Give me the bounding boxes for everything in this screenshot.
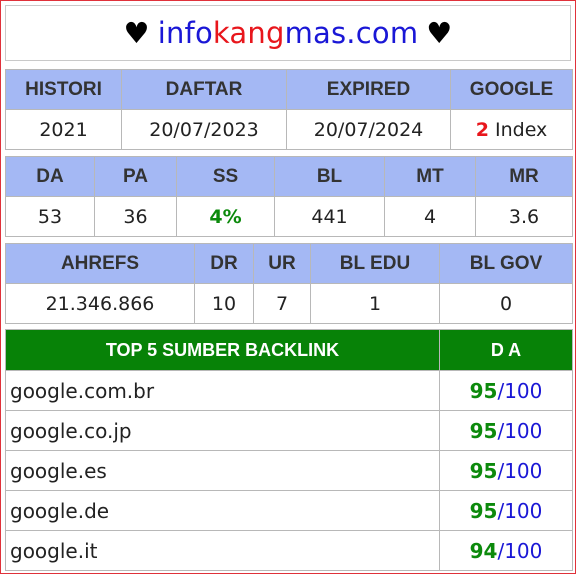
table-row: 21.346.866 10 7 1 0: [5, 283, 573, 324]
backlink-domain: google.es: [5, 450, 440, 491]
histori-value: 2021: [5, 109, 122, 150]
ahrefs-value: 21.346.866: [5, 283, 195, 324]
table-header-row: DA PA SS BL MT MR: [5, 156, 573, 197]
backlink-da-cell: 95/100: [439, 410, 573, 451]
table-header-row: AHREFS DR UR BL EDU BL GOV: [5, 243, 573, 284]
daftar-value: 20/07/2023: [121, 109, 287, 150]
table-row: google.co.jp 95/100: [5, 410, 573, 451]
score-slash: /: [497, 458, 505, 483]
score-max: 100: [504, 538, 543, 563]
table-header-row: TOP 5 SUMBER BACKLINK D A: [5, 329, 573, 371]
table-header-row: HISTORI DAFTAR EXPIRED GOOGLE: [5, 69, 573, 110]
header-ahrefs: AHREFS: [5, 243, 195, 284]
score-slash: /: [497, 498, 505, 523]
header-ss: SS: [176, 156, 275, 197]
header-mt: MT: [384, 156, 476, 197]
site-title: ♥ info kang mas.com ♥: [5, 5, 571, 61]
header-da: DA: [5, 156, 95, 197]
ahrefs-metrics-table: AHREFS DR UR BL EDU BL GOV 21.346.866 10…: [5, 243, 573, 324]
heart-icon: ♥: [426, 16, 453, 50]
dr-value: 10: [194, 283, 254, 324]
ur-value: 7: [253, 283, 311, 324]
backlink-score: 94: [469, 538, 498, 563]
pa-value: 36: [94, 196, 177, 237]
heart-icon: ♥: [123, 16, 150, 50]
expired-value: 20/07/2024: [286, 109, 451, 150]
header-backlink-da: D A: [439, 329, 573, 371]
site-title-part3: mas.com: [284, 16, 419, 50]
header-expired: EXPIRED: [286, 69, 451, 110]
backlink-domain: google.it: [5, 530, 440, 571]
table-row: google.it 94/100: [5, 530, 573, 571]
mr-value: 3.6: [475, 196, 573, 237]
mt-value: 4: [384, 196, 476, 237]
google-index-count: 2: [475, 118, 489, 141]
score-max: 100: [504, 418, 543, 443]
backlink-da-cell: 95/100: [439, 370, 573, 411]
table-row: 2021 20/07/2023 20/07/2024 2 Index: [5, 109, 573, 150]
da-value: 53: [5, 196, 95, 237]
header-daftar: DAFTAR: [121, 69, 287, 110]
backlink-domain: google.com.br: [5, 370, 440, 411]
backlink-score: 95: [469, 418, 498, 443]
ss-value: 4%: [176, 196, 275, 237]
google-index-label: Index: [494, 118, 548, 141]
score-slash: /: [497, 378, 505, 403]
header-bl-gov: BL GOV: [439, 243, 573, 284]
score-slash: /: [497, 538, 505, 563]
backlink-score: 95: [469, 458, 498, 483]
header-dr: DR: [194, 243, 254, 284]
backlink-da-cell: 94/100: [439, 530, 573, 571]
score-max: 100: [504, 378, 543, 403]
score-slash: /: [497, 418, 505, 443]
backlink-score: 95: [469, 498, 498, 523]
table-row: google.com.br 95/100: [5, 370, 573, 411]
backlink-score: 95: [469, 378, 498, 403]
backlink-domain: google.co.jp: [5, 410, 440, 451]
header-ur: UR: [253, 243, 311, 284]
bl-gov-value: 0: [439, 283, 573, 324]
header-google: GOOGLE: [450, 69, 573, 110]
bl-value: 441: [274, 196, 385, 237]
score-max: 100: [504, 458, 543, 483]
backlink-da-cell: 95/100: [439, 450, 573, 491]
score-max: 100: [504, 498, 543, 523]
header-backlink-source: TOP 5 SUMBER BACKLINK: [5, 329, 440, 371]
bl-edu-value: 1: [310, 283, 440, 324]
table-row: google.de 95/100: [5, 490, 573, 531]
header-mr: MR: [475, 156, 573, 197]
header-histori: HISTORI: [5, 69, 122, 110]
header-bl: BL: [274, 156, 385, 197]
site-title-part2: kang: [212, 16, 285, 50]
table-row: google.es 95/100: [5, 450, 573, 491]
table-row: 53 36 4% 441 4 3.6: [5, 196, 573, 237]
domain-history-table: HISTORI DAFTAR EXPIRED GOOGLE 2021 20/07…: [5, 69, 573, 150]
header-bl-edu: BL EDU: [310, 243, 440, 284]
backlink-domain: google.de: [5, 490, 440, 531]
google-index-cell: 2 Index: [450, 109, 573, 150]
backlink-sources-table: TOP 5 SUMBER BACKLINK D A google.com.br …: [5, 329, 573, 571]
header-pa: PA: [94, 156, 177, 197]
site-title-part1: info: [157, 16, 213, 50]
moz-metrics-table: DA PA SS BL MT MR 53 36 4% 441 4 3.6: [5, 156, 573, 237]
backlink-da-cell: 95/100: [439, 490, 573, 531]
